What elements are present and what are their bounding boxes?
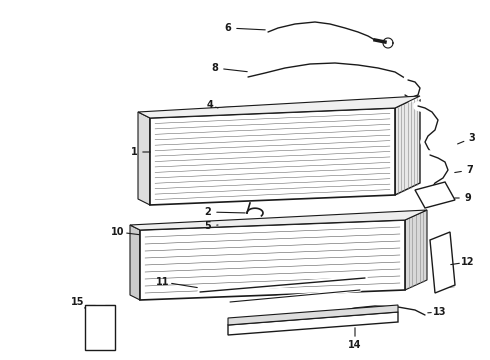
Circle shape bbox=[97, 338, 103, 345]
Polygon shape bbox=[138, 96, 420, 118]
Polygon shape bbox=[130, 210, 427, 230]
Text: 9: 9 bbox=[465, 193, 471, 203]
Polygon shape bbox=[228, 305, 398, 325]
Polygon shape bbox=[85, 305, 115, 350]
Polygon shape bbox=[228, 312, 398, 335]
Text: 8: 8 bbox=[212, 63, 219, 73]
Circle shape bbox=[198, 287, 208, 297]
Polygon shape bbox=[138, 112, 150, 205]
Polygon shape bbox=[395, 96, 420, 195]
Polygon shape bbox=[140, 220, 405, 300]
Text: 2: 2 bbox=[205, 207, 211, 217]
Text: 15: 15 bbox=[71, 297, 85, 307]
Text: 12: 12 bbox=[461, 257, 475, 267]
Polygon shape bbox=[430, 232, 455, 293]
Polygon shape bbox=[130, 225, 140, 300]
Circle shape bbox=[97, 324, 103, 332]
Text: 10: 10 bbox=[111, 227, 125, 237]
Circle shape bbox=[357, 274, 367, 284]
Polygon shape bbox=[405, 210, 427, 290]
Polygon shape bbox=[415, 182, 455, 208]
Text: 13: 13 bbox=[433, 307, 447, 317]
Text: 7: 7 bbox=[466, 165, 473, 175]
Text: 1: 1 bbox=[131, 147, 137, 157]
Text: 4: 4 bbox=[207, 100, 213, 110]
Text: 6: 6 bbox=[224, 23, 231, 33]
Polygon shape bbox=[150, 108, 395, 205]
Text: 5: 5 bbox=[205, 221, 211, 231]
Text: 14: 14 bbox=[348, 340, 362, 350]
Text: 3: 3 bbox=[468, 133, 475, 143]
Circle shape bbox=[97, 311, 103, 319]
Text: 11: 11 bbox=[156, 277, 170, 287]
